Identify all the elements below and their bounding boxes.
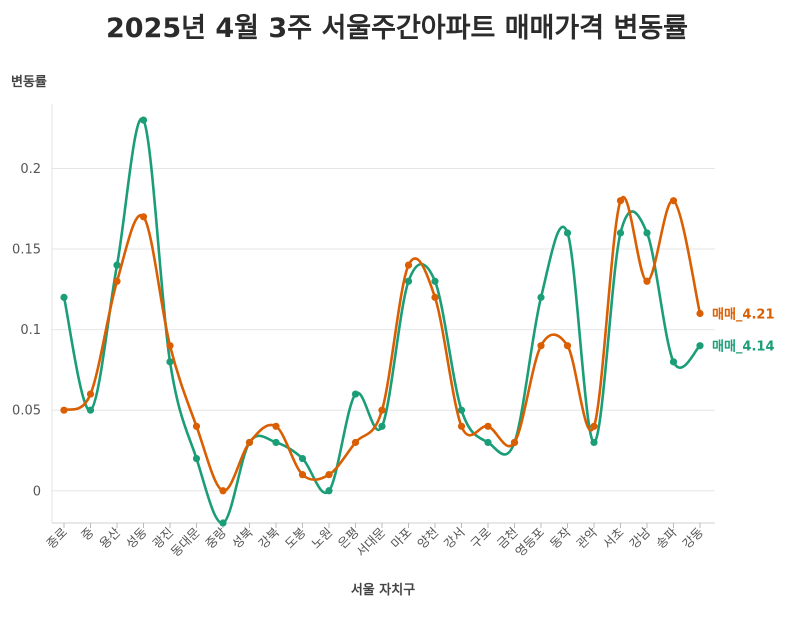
- data-point: [60, 406, 68, 414]
- data-point: [192, 454, 201, 463]
- data-point: [325, 471, 333, 479]
- data-point: [351, 390, 360, 398]
- data-point: [643, 229, 651, 237]
- x-tick-label: 중: [78, 525, 97, 544]
- x-tick-label: 성북: [229, 525, 256, 552]
- data-point: [404, 277, 413, 285]
- data-point: [378, 422, 386, 430]
- series-end-label: 매매_4.21: [712, 308, 775, 323]
- x-tick-label: 강남: [626, 524, 653, 551]
- x-tick-label: 양천: [414, 525, 441, 552]
- data-point: [113, 277, 121, 285]
- x-axis-title: 서울 자치구: [351, 582, 415, 598]
- data-point: [219, 487, 227, 495]
- data-point: [351, 438, 360, 447]
- data-point: [431, 277, 439, 285]
- y-tick-label: 0.1: [20, 323, 41, 338]
- data-point: [60, 293, 68, 301]
- x-tick-label: 종로: [43, 525, 70, 552]
- series-line: [62, 195, 702, 493]
- data-point: [404, 261, 413, 269]
- series-end-label: 매매_4.14: [712, 340, 775, 355]
- x-tick-label: 구로: [467, 525, 494, 552]
- data-point: [245, 438, 254, 447]
- x-tick-label: 용산: [96, 524, 123, 551]
- data-point: [298, 454, 307, 463]
- gridlines: [52, 167, 715, 492]
- data-point: [166, 358, 174, 366]
- y-tick-label: 0.2: [20, 162, 41, 177]
- data-point: [669, 358, 678, 366]
- data-point: [484, 438, 492, 447]
- data-point: [325, 487, 333, 495]
- data-point: [219, 519, 227, 527]
- data-point: [298, 471, 307, 479]
- data-point: [86, 390, 95, 398]
- data-point: [696, 342, 704, 350]
- x-tick-label: 노원: [308, 525, 335, 552]
- series-1: [60, 116, 704, 527]
- x-tick-label: 서대문: [353, 525, 388, 560]
- data-point: [669, 197, 678, 205]
- data-point: [590, 422, 598, 430]
- data-point: [616, 229, 625, 237]
- data-point: [192, 422, 201, 430]
- data-point: [166, 342, 174, 350]
- x-tick-label: 성동: [123, 525, 150, 552]
- data-point: [616, 197, 625, 205]
- series-line: [62, 117, 702, 525]
- data-point: [537, 293, 545, 301]
- x-tick-label: 중랑: [202, 524, 229, 551]
- data-point: [537, 342, 545, 350]
- x-tick-label: 송파: [653, 524, 680, 551]
- data-point: [563, 229, 572, 237]
- x-tick-label: 마포: [388, 525, 415, 552]
- data-point: [510, 438, 519, 447]
- data-point: [272, 438, 280, 447]
- y-axis-title: 변동률: [11, 75, 47, 90]
- x-tick-label: 서초: [600, 525, 627, 552]
- data-point: [457, 422, 466, 430]
- data-point: [86, 406, 95, 414]
- data-point: [113, 261, 121, 269]
- y-tick-label: 0.15: [12, 243, 41, 258]
- data-point: [378, 406, 386, 414]
- x-tick-label: 도봉: [282, 525, 309, 552]
- data-point: [139, 116, 148, 124]
- data-point: [590, 438, 598, 447]
- data-point: [643, 277, 651, 285]
- series-2: [60, 195, 704, 495]
- x-tick-label: 관악: [573, 524, 600, 551]
- series-group: [60, 116, 704, 527]
- x-tick-label: 강동: [679, 525, 706, 552]
- x-tick-label: 동대문: [168, 525, 203, 560]
- x-tick-label: 영등포: [512, 525, 547, 560]
- x-tick-label: 동작: [547, 524, 574, 551]
- data-point: [563, 342, 572, 350]
- data-point: [457, 406, 466, 414]
- data-point: [696, 309, 704, 318]
- x-tick-label: 강북: [255, 525, 282, 552]
- data-point: [139, 213, 148, 221]
- data-point: [431, 293, 439, 301]
- data-point: [272, 422, 280, 430]
- end-labels: 매매_4.14 매매_4.21: [712, 308, 775, 355]
- data-point: [484, 422, 492, 430]
- y-tick-label: 0.05: [12, 404, 41, 419]
- y-tick-label: 0: [33, 484, 41, 499]
- chart-title: 2025년 4월 3주 서울주간아파트 매매가격 변동률: [106, 13, 688, 44]
- x-tick-label: 강서: [441, 525, 468, 552]
